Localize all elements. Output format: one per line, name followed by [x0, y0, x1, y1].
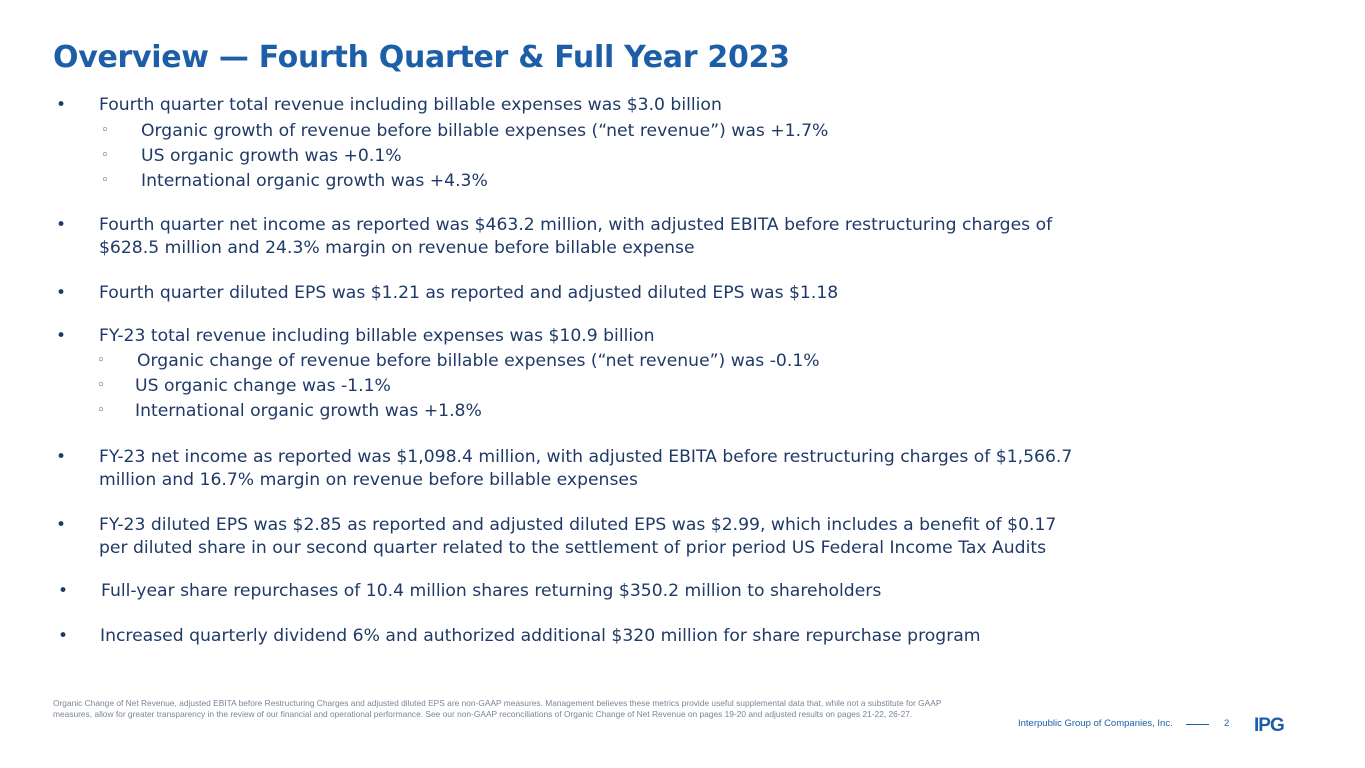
- list-item: FY-23 total revenue including billable e…: [99, 326, 655, 346]
- bullet-marker: •: [56, 215, 67, 235]
- list-item: Fourth quarter total revenue including b…: [99, 95, 722, 115]
- list-item: International organic growth was +1.8%: [135, 401, 482, 421]
- bullet-marker: •: [56, 326, 67, 346]
- page-title: Overview — Fourth Quarter & Full Year 20…: [53, 40, 790, 75]
- sub-bullet-marker: ◦: [97, 378, 105, 393]
- list-item: $628.5 million and 24.3% margin on reven…: [99, 238, 695, 258]
- ipg-logo-icon: IPG: [1254, 715, 1285, 734]
- company-name: Interpublic Group of Companies, Inc.: [1018, 718, 1173, 729]
- list-item: Increased quarterly dividend 6% and auth…: [100, 626, 981, 646]
- sub-bullet-marker: ◦: [101, 148, 109, 163]
- footnote: Organic Change of Net Revenue, adjusted …: [53, 698, 942, 719]
- list-item: Organic change of revenue before billabl…: [137, 351, 820, 371]
- list-item: Fourth quarter net income as reported wa…: [99, 215, 1053, 235]
- list-item: Full-year share repurchases of 10.4 mill…: [101, 581, 882, 601]
- bullet-marker: •: [56, 447, 67, 467]
- bullet-marker: •: [56, 95, 67, 115]
- page-number: 2: [1224, 718, 1230, 729]
- list-item: per diluted share in our second quarter …: [99, 538, 1047, 558]
- sub-bullet-marker: ◦: [101, 173, 109, 188]
- bullet-marker: •: [58, 581, 69, 601]
- list-item: US organic change was -1.1%: [135, 376, 391, 396]
- list-item: FY-23 net income as reported was $1,098.…: [99, 447, 1073, 467]
- sub-bullet-marker: ◦: [101, 123, 109, 138]
- list-item: US organic growth was +0.1%: [141, 146, 402, 166]
- list-item: Fourth quarter diluted EPS was $1.21 as …: [99, 283, 839, 303]
- list-item: International organic growth was +4.3%: [141, 171, 488, 191]
- logo-text: IPG: [1254, 715, 1284, 734]
- sub-bullet-marker: ◦: [97, 353, 105, 368]
- list-item: million and 16.7% margin on revenue befo…: [99, 470, 638, 490]
- bullet-marker: •: [56, 515, 67, 535]
- bullet-marker: •: [58, 626, 69, 646]
- sub-bullet-marker: ◦: [97, 403, 105, 418]
- footer-divider: [1186, 724, 1209, 725]
- list-item: Organic growth of revenue before billabl…: [141, 121, 829, 141]
- list-item: FY-23 diluted EPS was $2.85 as reported …: [99, 515, 1057, 535]
- bullet-marker: •: [56, 283, 67, 303]
